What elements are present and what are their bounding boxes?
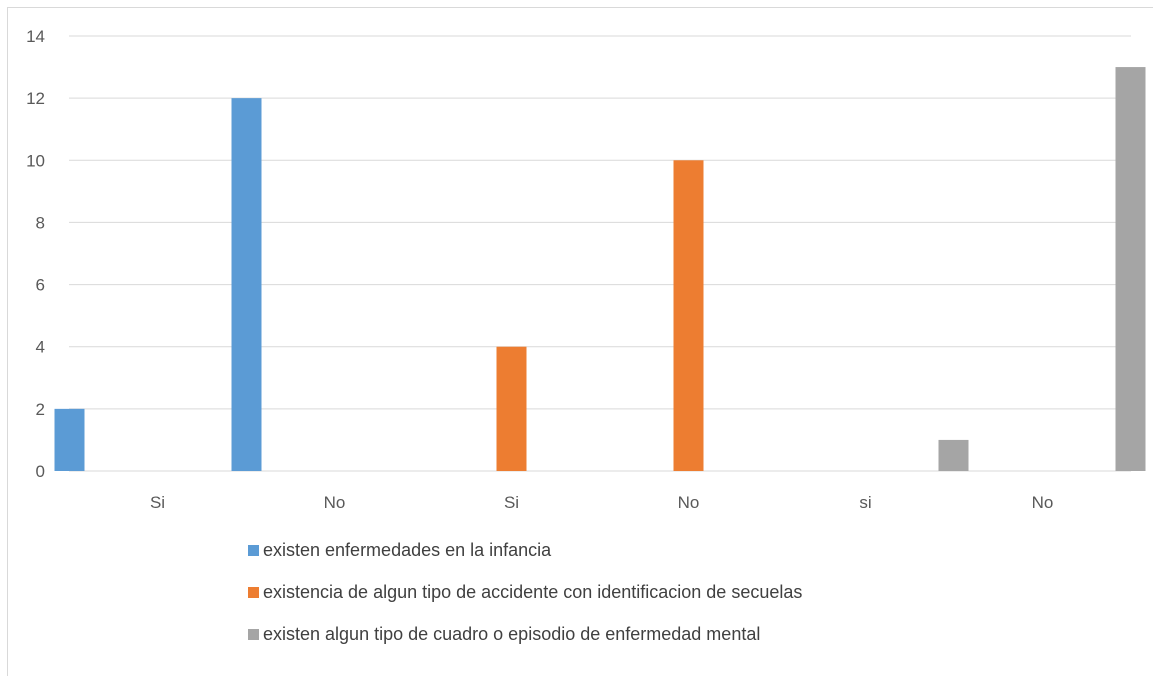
legend-label: existen enfermedades en la infancia <box>263 540 551 561</box>
x-tick-label: No <box>678 493 700 512</box>
bar <box>674 160 704 471</box>
y-tick-label: 14 <box>26 27 45 46</box>
x-tick-label: Si <box>150 493 165 512</box>
y-tick-label: 10 <box>26 151 45 170</box>
bar <box>1116 67 1146 471</box>
bar-chart: 0 2 4 6 8 10 12 14 Si No Si No si No <box>0 0 1154 530</box>
legend-item: existencia de algun tipo de accidente co… <box>248 580 802 604</box>
x-tick-label: Si <box>504 493 519 512</box>
y-tick-label: 6 <box>36 276 45 295</box>
legend-label: existen algun tipo de cuadro o episodio … <box>263 624 760 645</box>
legend-swatch <box>248 587 259 598</box>
chart-legend: existen enfermedades en la infancia exist… <box>248 538 802 664</box>
legend-swatch <box>248 629 259 640</box>
legend-swatch <box>248 545 259 556</box>
bar <box>232 98 262 471</box>
x-tick-label: si <box>859 493 871 512</box>
y-tick-label: 12 <box>26 89 45 108</box>
bar <box>497 347 527 471</box>
legend-item: existen enfermedades en la infancia <box>248 538 802 562</box>
y-tick-label: 8 <box>36 213 45 232</box>
y-tick-label: 4 <box>36 338 45 357</box>
bar <box>939 440 969 471</box>
x-tick-label: No <box>1032 493 1054 512</box>
x-tick-label: No <box>324 493 346 512</box>
legend-item: existen algun tipo de cuadro o episodio … <box>248 622 802 646</box>
y-tick-label: 0 <box>36 462 45 481</box>
bar <box>55 409 85 471</box>
y-tick-label: 2 <box>36 400 45 419</box>
legend-label: existencia de algun tipo de accidente co… <box>263 582 802 603</box>
